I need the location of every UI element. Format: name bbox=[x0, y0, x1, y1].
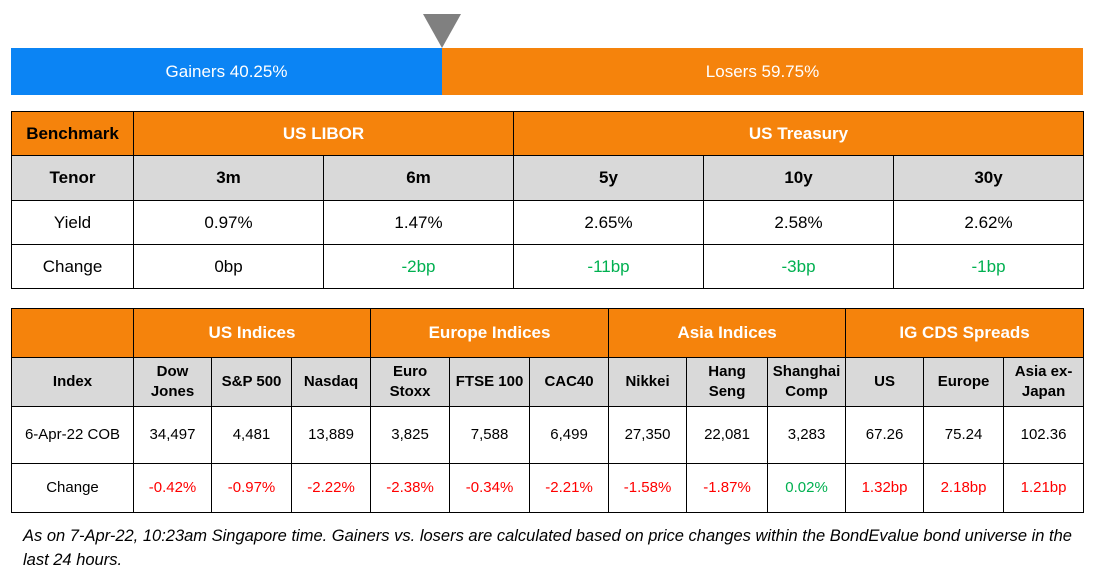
index-change-cell: 1.21bp bbox=[1003, 463, 1085, 513]
rates-change-row: Change 0bp -2bp -11bp -3bp -1bp bbox=[11, 244, 1085, 289]
index-name-cell: Nasdaq bbox=[290, 357, 372, 407]
index-name-cell: Euro Stoxx bbox=[370, 357, 451, 407]
index-name-row: Index Dow Jones S&P 500 Nasdaq Euro Stoxx … bbox=[11, 357, 1085, 407]
rates-header-row: Benchmark US LIBOR US Treasury bbox=[11, 111, 1085, 156]
index-name-cell: Dow Jones bbox=[133, 357, 212, 407]
tenor-cell: 10y bbox=[703, 155, 895, 201]
index-change-cell: -0.34% bbox=[449, 463, 531, 513]
europe-indices-header: Europe Indices bbox=[370, 308, 610, 358]
index-value-cell: 75.24 bbox=[923, 406, 1005, 464]
gainers-segment: Gainers 40.25% bbox=[11, 48, 442, 95]
index-value-cell: 3,825 bbox=[370, 406, 451, 464]
index-change-row: Change -0.42% -0.97% -2.22% -2.38% -0.34… bbox=[11, 463, 1085, 513]
index-change-cell: -1.87% bbox=[686, 463, 769, 513]
losers-label: Losers 59.75% bbox=[705, 61, 820, 81]
index-value-cell: 102.36 bbox=[1003, 406, 1085, 464]
yield-row: Yield 0.97% 1.47% 2.65% 2.58% 2.62% bbox=[11, 200, 1085, 245]
indices-corner-cell bbox=[11, 308, 134, 358]
rates-table: Benchmark US LIBOR US Treasury Tenor 3m … bbox=[11, 111, 1085, 289]
index-value-cell: 6,499 bbox=[529, 406, 610, 464]
tenor-cell: 3m bbox=[133, 155, 324, 201]
asia-indices-header: Asia Indices bbox=[608, 308, 847, 358]
tenor-row: Tenor 3m 6m 5y 10y 30y bbox=[11, 155, 1085, 201]
us-libor-header: US LIBOR bbox=[132, 111, 515, 156]
yield-cell: 2.65% bbox=[513, 200, 705, 245]
us-treasury-header: US Treasury bbox=[513, 111, 1085, 156]
rate-change-cell: -2bp bbox=[322, 244, 515, 289]
index-change-cell: -2.21% bbox=[529, 463, 610, 513]
rate-change-cell: -1bp bbox=[893, 244, 1085, 289]
index-name-cell: FTSE 100 bbox=[449, 357, 531, 407]
index-name-cell: Europe bbox=[923, 357, 1005, 407]
gainers-losers-bar: Gainers 40.25% Losers 59.75% bbox=[11, 48, 1083, 95]
index-value-cell: 67.26 bbox=[845, 406, 925, 464]
index-change-cell: -0.42% bbox=[133, 463, 212, 513]
split-pointer-triangle bbox=[423, 14, 461, 48]
index-value-cell: 3,283 bbox=[767, 406, 847, 464]
yield-cell: 1.47% bbox=[322, 200, 515, 245]
index-change-cell: -2.38% bbox=[370, 463, 451, 513]
index-value-cell: 4,481 bbox=[211, 406, 292, 464]
index-value-cell: 22,081 bbox=[686, 406, 769, 464]
index-value-cell: 7,588 bbox=[449, 406, 531, 464]
index-change-cell: -1.58% bbox=[608, 463, 688, 513]
tenor-cell: 30y bbox=[893, 155, 1085, 201]
index-name-cell: US bbox=[845, 357, 925, 407]
yield-cell: 2.58% bbox=[703, 200, 895, 245]
index-change-cell: -0.97% bbox=[211, 463, 292, 513]
indices-table: US Indices Europe Indices Asia Indices I… bbox=[11, 308, 1085, 513]
rate-change-cell: -3bp bbox=[703, 244, 895, 289]
gainers-label: Gainers 40.25% bbox=[165, 61, 288, 81]
footnote: As on 7-Apr-22, 10:23am Singapore time. … bbox=[23, 527, 1072, 569]
index-name-cell: Hang Seng bbox=[686, 357, 769, 407]
tenor-cell: 5y bbox=[513, 155, 705, 201]
ig-cds-spreads-header: IG CDS Spreads bbox=[845, 308, 1085, 358]
benchmark-header: Benchmark bbox=[11, 111, 134, 156]
index-header: Index bbox=[11, 357, 134, 407]
yield-label: Yield bbox=[11, 200, 134, 245]
index-value-row: 6-Apr-22 COB 34,497 4,481 13,889 3,825 7… bbox=[11, 406, 1085, 464]
change-label: Change bbox=[11, 463, 134, 513]
us-indices-header: US Indices bbox=[132, 308, 372, 358]
index-change-cell: 0.02% bbox=[767, 463, 847, 513]
index-name-cell: CAC40 bbox=[529, 357, 610, 407]
tenor-header: Tenor bbox=[11, 155, 134, 201]
index-name-cell: Asia ex- Japan bbox=[1003, 357, 1085, 407]
index-name-cell: S&P 500 bbox=[211, 357, 292, 407]
indices-group-row: US Indices Europe Indices Asia Indices I… bbox=[11, 308, 1085, 358]
tenor-cell: 6m bbox=[322, 155, 515, 201]
index-change-cell: 2.18bp bbox=[923, 463, 1005, 513]
index-value-cell: 27,350 bbox=[608, 406, 688, 464]
index-name-cell: Shanghai Comp bbox=[767, 357, 847, 407]
rate-change-cell: -11bp bbox=[513, 244, 705, 289]
index-value-cell: 13,889 bbox=[290, 406, 372, 464]
yield-cell: 0.97% bbox=[133, 200, 324, 245]
date-label: 6-Apr-22 COB bbox=[11, 406, 134, 464]
index-name-cell: Nikkei bbox=[608, 357, 688, 407]
rate-change-cell: 0bp bbox=[133, 244, 324, 289]
index-change-cell: 1.32bp bbox=[845, 463, 925, 513]
index-change-cell: -2.22% bbox=[290, 463, 372, 513]
index-value-cell: 34,497 bbox=[133, 406, 212, 464]
change-label: Change bbox=[11, 244, 134, 289]
losers-segment: Losers 59.75% bbox=[442, 48, 1083, 95]
yield-cell: 2.62% bbox=[893, 200, 1085, 245]
